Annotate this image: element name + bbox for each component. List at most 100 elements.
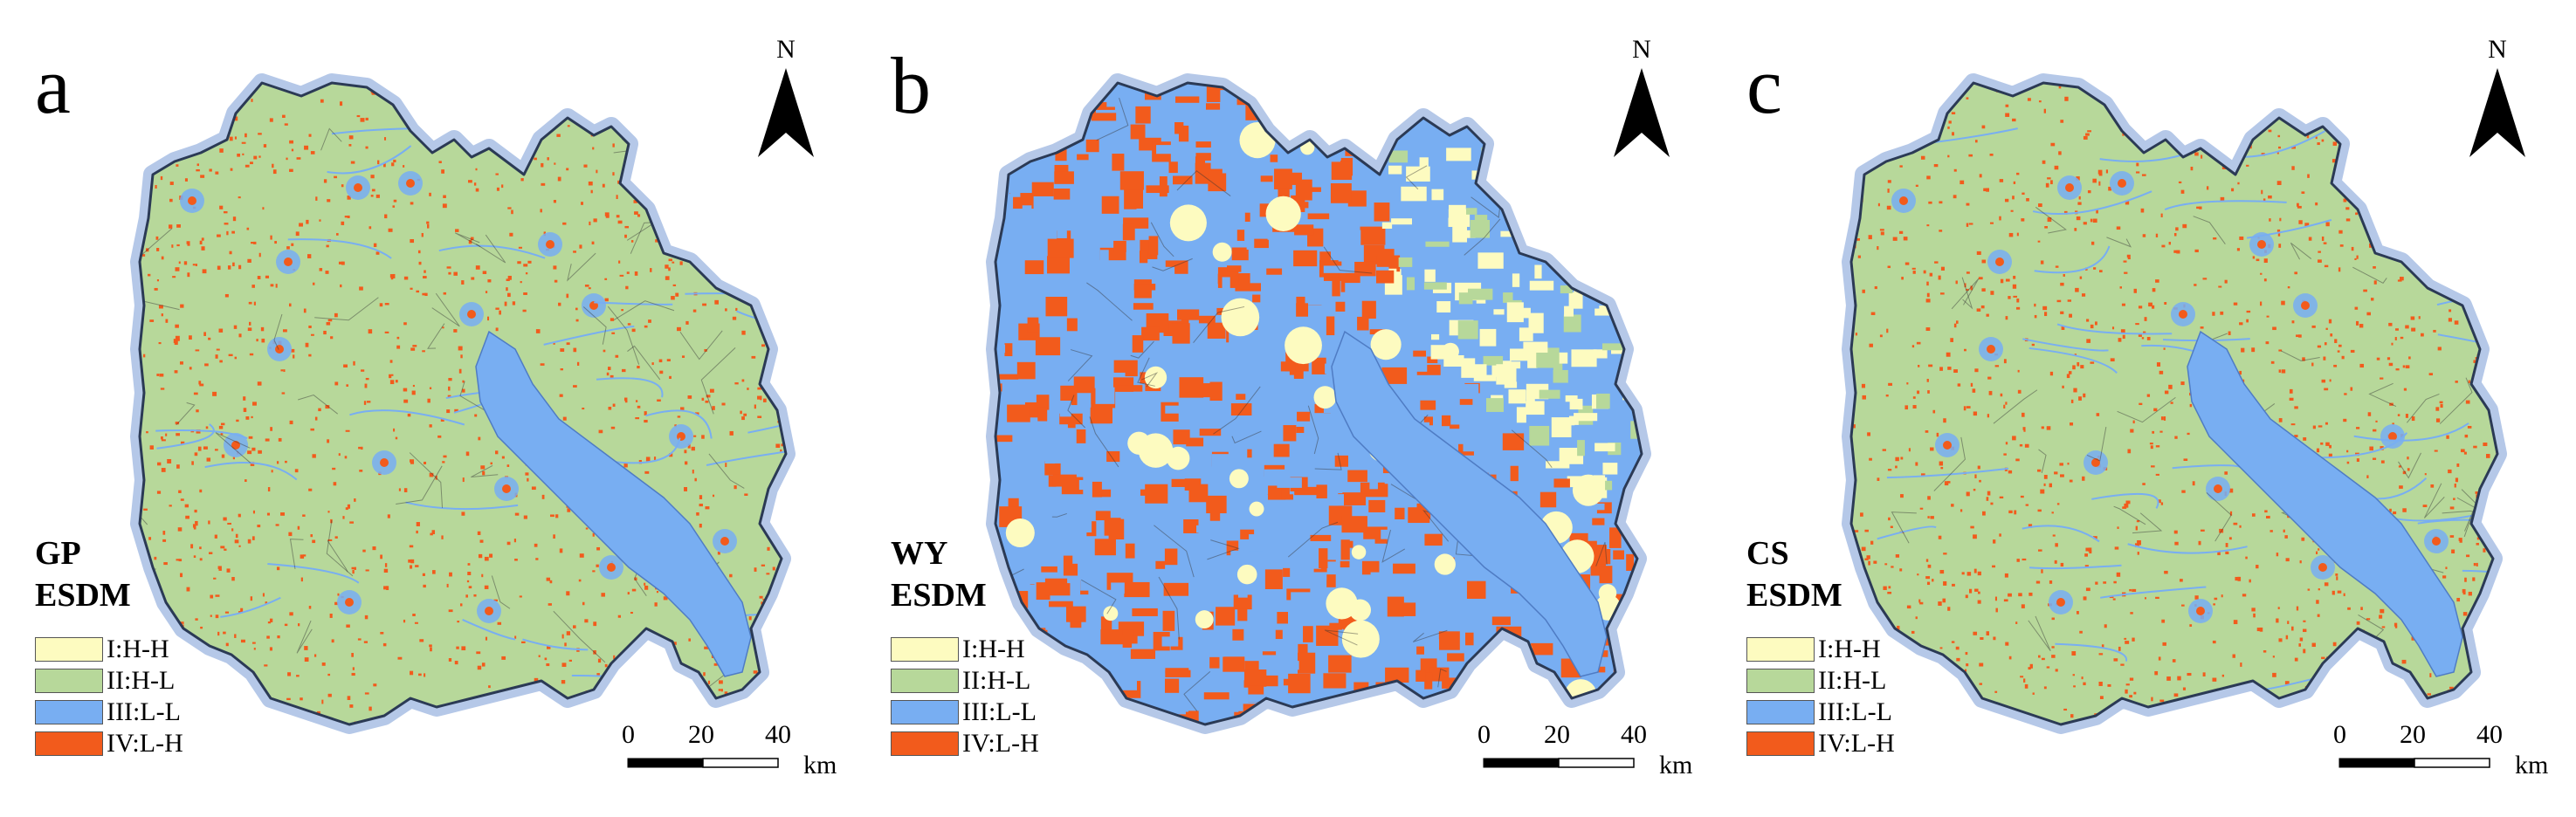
hotspot-dot	[2367, 152, 2371, 154]
hotspot-dot	[1873, 560, 1877, 564]
land-patch	[1426, 90, 1449, 96]
hotspot-dot	[208, 337, 211, 340]
land-patch	[1122, 223, 1135, 241]
hotspot-dot	[780, 449, 782, 452]
hotspot-dot	[582, 408, 585, 410]
hotspot-dot	[2237, 722, 2242, 724]
hotspot-dot	[2141, 174, 2146, 176]
hotspot-dot	[2232, 654, 2235, 658]
hotspot-dot	[2072, 674, 2076, 676]
boundary-line	[679, 330, 723, 360]
land-patch	[1568, 292, 1583, 309]
land-patch	[1645, 523, 1654, 535]
hotspot-dot	[2159, 699, 2165, 703]
land-patch	[1228, 499, 1241, 513]
urban-patch	[1127, 431, 1151, 455]
hotspot-dot	[185, 515, 189, 519]
hotspot-dot	[2285, 558, 2290, 562]
hotspot-dot	[375, 194, 380, 198]
hotspot-dot	[412, 614, 416, 616]
urban-patch	[1221, 298, 1260, 337]
hotspot-dot	[2297, 203, 2299, 207]
hotspot-dot	[758, 236, 762, 238]
hotspot-dot	[2272, 656, 2275, 658]
hotspot-dot	[2350, 138, 2353, 141]
hotspot-dot	[2437, 347, 2442, 351]
land-patch	[1276, 104, 1293, 120]
boundary-line	[227, 695, 260, 724]
land-patch	[1502, 702, 1516, 723]
hotspot-dot	[599, 738, 603, 742]
hotspot-dot	[2327, 105, 2331, 109]
hotspot-dot	[403, 90, 406, 94]
hotspot-dot	[658, 359, 663, 363]
hotspot-dot	[334, 536, 338, 539]
hotspot-dot	[2029, 663, 2033, 669]
hotspot-dot	[704, 348, 707, 352]
hotspot-dot	[462, 388, 465, 393]
hotspot-dot	[2363, 289, 2367, 292]
hotspot-dot	[1992, 739, 1996, 742]
hotspot-dot	[2246, 310, 2251, 313]
hotspot-dot	[250, 161, 253, 165]
land-patch	[1504, 381, 1518, 388]
river-line	[2246, 218, 2332, 239]
swatch-hl	[891, 669, 959, 693]
river-line	[220, 596, 281, 618]
land-patch	[1398, 257, 1413, 267]
hotspot-dot	[499, 310, 501, 315]
hotspot-dot	[209, 552, 213, 554]
hotspot-dot	[352, 569, 355, 574]
hotspot-dot	[511, 209, 513, 215]
hotspot-dot	[1970, 382, 1973, 387]
hotspot-dot	[2388, 322, 2393, 326]
land-patch	[1347, 470, 1367, 483]
hotspot-dot	[2356, 427, 2360, 429]
hotspot-dot	[1914, 662, 1919, 665]
hotspot-dot	[2318, 548, 2320, 551]
land-patch	[1361, 560, 1380, 575]
hotspot-dot	[2453, 498, 2455, 500]
hotspot-dot	[2376, 357, 2380, 360]
hotspot-dot	[258, 252, 261, 257]
urban-patch	[1349, 599, 1371, 621]
hotspot-dot	[2364, 100, 2367, 106]
hotspot-dot	[240, 639, 245, 643]
boundary-line	[1464, 218, 1501, 256]
town-core	[467, 310, 476, 319]
land-patch	[1186, 437, 1204, 449]
hotspot-dot	[554, 729, 555, 731]
hotspot-dot	[623, 463, 628, 468]
hotspot-dot	[2334, 339, 2338, 344]
legend-item-hh: I:H-H	[891, 634, 1039, 665]
hotspot-dot	[567, 508, 571, 512]
land-patch	[1393, 563, 1415, 574]
hotspot-dot	[635, 417, 640, 420]
north-arrow: N	[751, 35, 821, 166]
land-patch	[1298, 643, 1308, 658]
hotspot-dot	[429, 472, 434, 477]
land-patch	[1636, 355, 1642, 369]
hotspot-dot	[2090, 218, 2093, 223]
hotspot-dot	[458, 368, 462, 374]
hotspot-dot	[380, 631, 384, 635]
land-patch	[1333, 84, 1342, 103]
hotspot-dot	[281, 392, 286, 395]
hotspot-dot	[270, 284, 274, 287]
hotspot-dot	[1901, 277, 1904, 280]
hotspot-dot	[2043, 108, 2046, 113]
hotspot-dot	[779, 186, 782, 191]
legend-item-hl: II:H-L	[1746, 665, 1895, 697]
hotspot-dot	[666, 693, 670, 697]
hotspot-dot	[2076, 216, 2081, 221]
hotspot-dot	[1886, 205, 1891, 210]
hotspot-dot	[250, 596, 253, 601]
hotspot-dot	[183, 84, 186, 86]
hotspot-dot	[196, 429, 201, 434]
hotspot-dot	[644, 582, 646, 586]
hotspot-dot	[2277, 607, 2280, 609]
boundary-line	[1183, 670, 1211, 711]
hotspot-dot	[2072, 365, 2076, 370]
land-patch	[1409, 583, 1422, 601]
hotspot-dot	[448, 271, 451, 275]
